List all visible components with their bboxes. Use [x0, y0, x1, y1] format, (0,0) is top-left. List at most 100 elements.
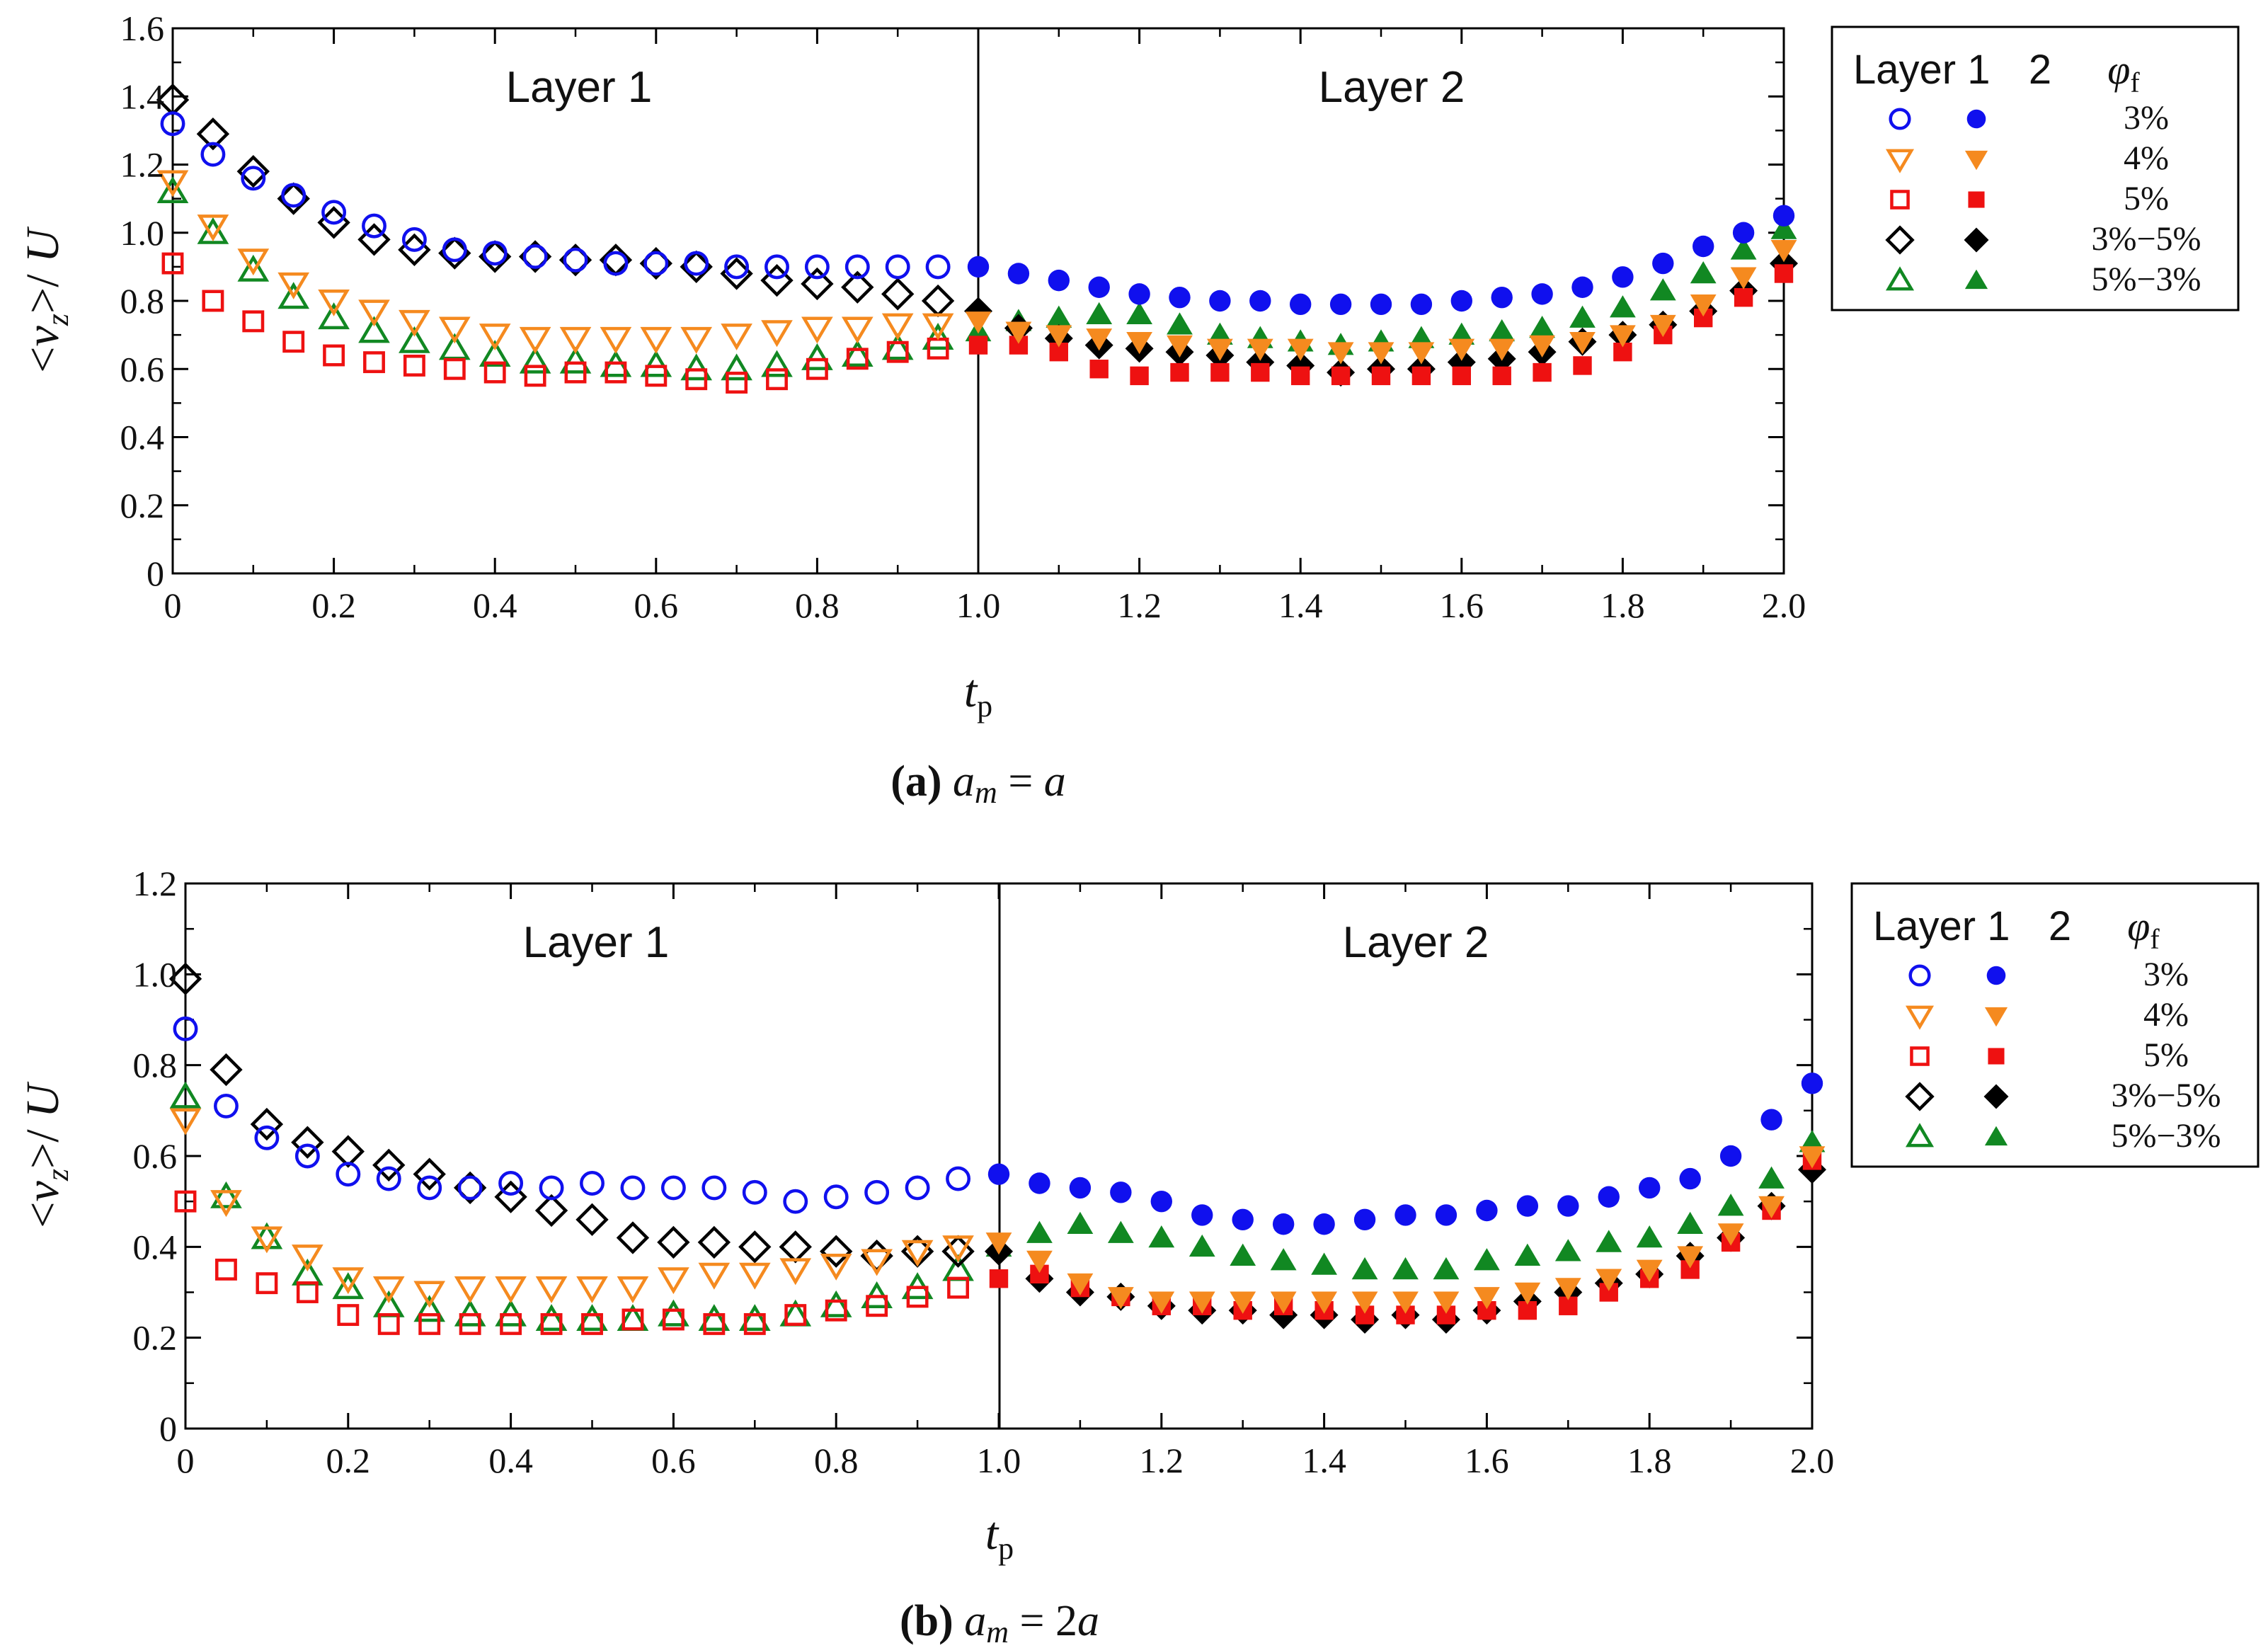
data-point-black-diamond [413, 1157, 446, 1191]
data-point-green-triangle-up [479, 340, 511, 367]
data-point-black-diamond [575, 1203, 609, 1237]
data-point-red-square [256, 1272, 278, 1295]
legend-marker-filled-blue [1966, 109, 1986, 129]
data-point-red-square [645, 365, 668, 387]
data-point-green-triangle-up [399, 326, 430, 353]
data-point-black-diamond [372, 1148, 406, 1182]
data-point-orange-triangle-down [454, 1276, 486, 1304]
data-point-red-square [242, 310, 265, 333]
x-tick-label: 1.0 [977, 1441, 1021, 1480]
x-tick-label: 0.6 [651, 1441, 696, 1480]
data-point-blue-circle [660, 1175, 686, 1201]
y-tick-label: 1.0 [133, 954, 178, 994]
data-point-green-triangle-up [1489, 319, 1516, 342]
data-point-orange-triangle-down [1046, 325, 1072, 348]
data-point-green-triangle-up [576, 1304, 608, 1332]
data-point-blue-circle [1394, 1204, 1416, 1226]
y-tick-label: 0 [159, 1409, 177, 1448]
data-point-black-diamond [921, 284, 955, 318]
x-tick-label: 2.0 [1762, 585, 1806, 625]
data-point-green-triangle-up [1392, 1257, 1419, 1280]
data-point-green-triangle-up [1569, 305, 1596, 328]
data-point-green-triangle-up [332, 1272, 365, 1300]
data-point-green-triangle-up [1046, 305, 1072, 328]
data-point-orange-triangle-down [1230, 1291, 1256, 1314]
legend-marker-filled-orange [1964, 150, 1988, 171]
data-point-orange-triangle-down [1107, 1287, 1134, 1310]
x-tick-label: 1.6 [1465, 1441, 1509, 1480]
data-point-orange-triangle-down [1207, 338, 1233, 361]
data-point-blue-circle [1491, 286, 1513, 309]
data-point-green-triangle-up [1086, 302, 1113, 325]
legend-marker-open-blue [1908, 964, 1931, 987]
data-point-blue-circle [442, 237, 467, 263]
legend-a: Layer 1 2 φf 3%4%5%3%−5%5%−3% [1831, 25, 2240, 311]
y-tick-label: 0.4 [133, 1227, 178, 1266]
x-tick-labels-b: 0 0.2 0.4 0.6 0.8 1.0 1.2 1.4 1.6 1.8 2.0 [177, 1441, 1835, 1480]
data-point-orange-triangle-down [761, 320, 793, 348]
data-point-orange-triangle-down [1311, 1291, 1337, 1314]
x-tick-label: 0 [177, 1441, 195, 1480]
data-point-orange-triangle-down [922, 313, 954, 341]
data-point-blue-circle [254, 1125, 280, 1150]
data-point-red-square [403, 354, 425, 377]
ticks-a [171, 27, 1785, 575]
data-point-orange-triangle-down [399, 309, 430, 337]
data-point-green-triangle-up [1690, 261, 1717, 284]
data-point-red-square [846, 348, 869, 370]
data-point-orange-triangle-down [1649, 314, 1676, 338]
data-point-orange-triangle-down [1126, 331, 1152, 355]
data-point-blue-circle [1029, 1172, 1050, 1194]
data-point-red-square [886, 341, 909, 363]
y-tick-labels-b: 0 0.2 0.4 0.6 0.8 1.0 1.2 [133, 864, 178, 1448]
data-point-orange-triangle-down [1514, 1282, 1541, 1305]
data-point-orange-triangle-down [1167, 335, 1193, 358]
data-point-green-triangle-up [535, 1304, 568, 1332]
legend-marker-filled-green [1984, 1126, 2008, 1146]
x-tick-label: 1.4 [1278, 585, 1323, 625]
data-point-green-triangle-up [277, 282, 310, 309]
data-point-black-diamond [196, 118, 230, 151]
data-point-red-square [581, 1312, 603, 1335]
panel-a: 0 0.2 0.4 0.6 0.8 1.0 1.2 1.4 1.6 1.8 2.0 00.20.40… [17, 8, 2240, 810]
legend-marker-filled-red [1968, 191, 1985, 208]
data-point-red-square [1251, 362, 1270, 382]
data-point-blue-circle [885, 254, 910, 280]
data-point-blue-circle [1290, 293, 1312, 316]
data-point-blue-circle [160, 111, 185, 137]
legend-entry-label: 4% [2124, 139, 2169, 177]
data-point-blue-circle [946, 1166, 971, 1191]
y-tick-label: 0 [147, 554, 164, 593]
legend-marker-filled-blue [1986, 966, 2006, 985]
data-point-green-triangle-up [658, 1299, 689, 1327]
data-point-orange-triangle-down [318, 289, 350, 316]
data-point-green-triangle-up [1351, 1257, 1378, 1280]
data-point-green-triangle-up [1649, 278, 1676, 301]
legend-marker-filled-black [1983, 1084, 2009, 1109]
data-point-black-diamond [881, 277, 915, 311]
data-point-blue-circle [1313, 1213, 1335, 1235]
legend-b: Layer 1 2 φf 3%4%5%3%−5%5%−3% [1850, 882, 2260, 1168]
data-point-green-triangle-up [922, 323, 954, 350]
data-point-green-triangle-up [1529, 316, 1555, 338]
data-point-orange-triangle-down [965, 311, 992, 334]
data-point-red-square [766, 368, 788, 391]
data-point-red-square [703, 1312, 726, 1335]
data-point-blue-circle [1476, 1199, 1498, 1222]
data-point-black-diamond [841, 270, 874, 304]
data-point-orange-triangle-down [156, 170, 189, 198]
panel-b: 0 0.2 0.4 0.6 0.8 1.0 1.2 1.4 1.6 1.8 2.0 00.20.40… [17, 864, 2260, 1648]
data-point-orange-triangle-down [901, 1240, 934, 1267]
data-point-blue-circle [742, 1179, 767, 1205]
y-tick-label: 0.8 [133, 1046, 178, 1085]
data-point-green-triangle-up [1770, 217, 1797, 239]
data-point-orange-triangle-down [820, 1253, 852, 1281]
data-point-red-square [483, 361, 506, 384]
data-point-red-square [866, 1295, 888, 1317]
data-point-blue-circle [643, 251, 669, 276]
layer-2-label-a: Layer 2 [1319, 63, 1465, 112]
data-point-blue-circle [1719, 1145, 1742, 1167]
data-point-blue-circle [1209, 290, 1231, 312]
data-point-green-triangle-up [1126, 302, 1152, 325]
data-point-black-diamond [801, 267, 834, 301]
